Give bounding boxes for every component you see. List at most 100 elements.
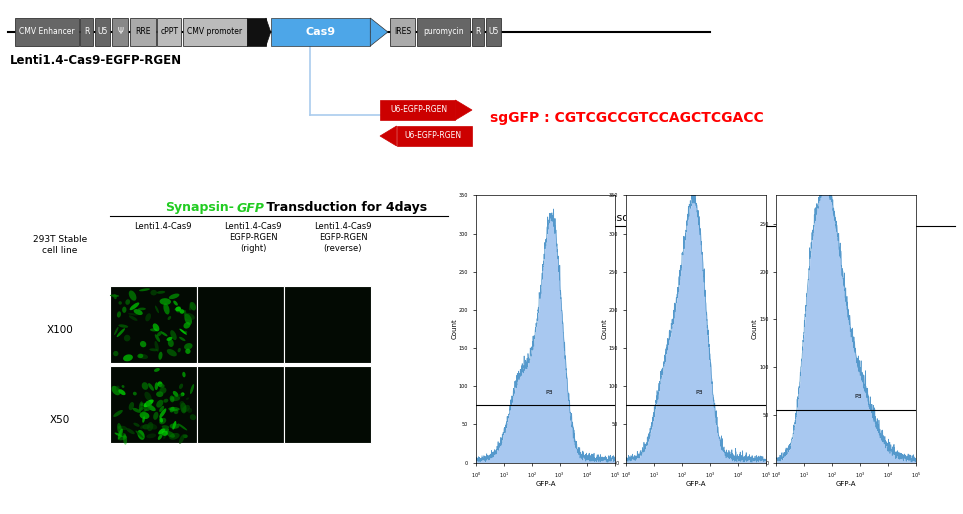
Ellipse shape [169,395,174,402]
Ellipse shape [126,428,135,434]
Ellipse shape [147,422,153,431]
Ellipse shape [145,313,151,321]
Ellipse shape [154,368,160,372]
X-axis label: GFP-A: GFP-A [535,481,556,487]
Ellipse shape [144,392,151,401]
Ellipse shape [155,382,158,390]
Ellipse shape [153,412,158,420]
Text: X50: X50 [50,415,70,425]
Ellipse shape [134,309,143,315]
Ellipse shape [173,301,178,306]
Ellipse shape [136,431,143,438]
Text: transduction for 4 days: transduction for 4 days [590,213,723,223]
X-axis label: GFP-A: GFP-A [836,481,856,487]
Ellipse shape [122,306,126,313]
Ellipse shape [168,316,171,320]
Ellipse shape [175,307,181,311]
Ellipse shape [139,288,150,291]
Ellipse shape [162,425,169,429]
Ellipse shape [172,391,178,397]
Ellipse shape [184,314,192,325]
Ellipse shape [176,309,181,313]
Text: GFP: GFP [564,213,589,223]
Ellipse shape [164,430,168,439]
Ellipse shape [160,298,171,305]
FancyBboxPatch shape [380,100,455,120]
Ellipse shape [117,311,121,318]
FancyBboxPatch shape [157,18,181,46]
Ellipse shape [117,436,127,440]
FancyBboxPatch shape [183,18,247,46]
Ellipse shape [118,426,127,430]
Ellipse shape [185,348,191,354]
Ellipse shape [167,337,172,341]
FancyBboxPatch shape [110,286,197,363]
Polygon shape [455,100,472,120]
Ellipse shape [174,306,180,310]
Ellipse shape [180,402,187,413]
Text: U6-EGFP-RGEN: U6-EGFP-RGEN [404,132,462,140]
Text: CMV promoter: CMV promoter [187,28,242,36]
Ellipse shape [158,428,166,434]
Ellipse shape [139,407,143,411]
Ellipse shape [123,434,127,445]
Text: Syn-: Syn- [540,213,565,223]
Ellipse shape [157,291,166,294]
Ellipse shape [138,430,144,440]
Ellipse shape [167,349,177,356]
Ellipse shape [118,324,128,328]
Ellipse shape [140,341,146,347]
Ellipse shape [143,424,149,429]
Ellipse shape [159,406,164,412]
Ellipse shape [182,405,190,412]
Text: GFP: GFP [237,201,265,214]
Ellipse shape [186,397,189,400]
Ellipse shape [168,339,173,347]
Ellipse shape [172,421,176,430]
Ellipse shape [189,303,193,310]
Ellipse shape [156,400,164,408]
FancyBboxPatch shape [197,286,284,363]
Ellipse shape [179,383,183,389]
Ellipse shape [149,348,158,351]
Ellipse shape [159,409,167,418]
Ellipse shape [184,322,191,328]
Ellipse shape [128,313,138,316]
Ellipse shape [139,401,143,411]
Ellipse shape [169,293,179,299]
Text: Cas9: Cas9 [305,27,335,37]
Ellipse shape [141,403,147,407]
Ellipse shape [150,290,157,296]
Text: 293T Stable  cell line: 293T Stable cell line [488,232,590,242]
Ellipse shape [139,354,148,359]
FancyBboxPatch shape [15,18,79,46]
Ellipse shape [121,385,124,388]
Ellipse shape [148,383,154,391]
Text: Lenti1.4-Cas9
EGFP-RGEN
(reverse): Lenti1.4-Cas9 EGFP-RGEN (reverse) [314,222,372,253]
Ellipse shape [155,305,159,313]
Ellipse shape [116,386,119,391]
Ellipse shape [179,337,186,341]
Ellipse shape [117,328,125,337]
Ellipse shape [173,409,178,414]
Ellipse shape [117,429,123,439]
Ellipse shape [133,408,141,413]
FancyBboxPatch shape [113,18,128,46]
Text: Lenti1.4-Cas9-EGFP-RGEN: Lenti1.4-Cas9-EGFP-RGEN [10,53,182,66]
Ellipse shape [114,410,123,417]
Text: P3: P3 [546,390,553,395]
Ellipse shape [134,423,140,427]
Ellipse shape [114,294,117,299]
Text: Ψ: Ψ [117,28,123,36]
Y-axis label: Count: Count [752,319,758,339]
Ellipse shape [140,412,149,419]
Ellipse shape [190,384,195,394]
Text: U6-EGFP-RGEN: U6-EGFP-RGEN [390,105,447,115]
Ellipse shape [176,307,181,311]
FancyBboxPatch shape [284,366,371,443]
Ellipse shape [143,406,150,411]
Ellipse shape [112,386,120,395]
Y-axis label: Count: Count [602,319,608,339]
Text: RRE: RRE [135,28,150,36]
Ellipse shape [110,295,119,297]
